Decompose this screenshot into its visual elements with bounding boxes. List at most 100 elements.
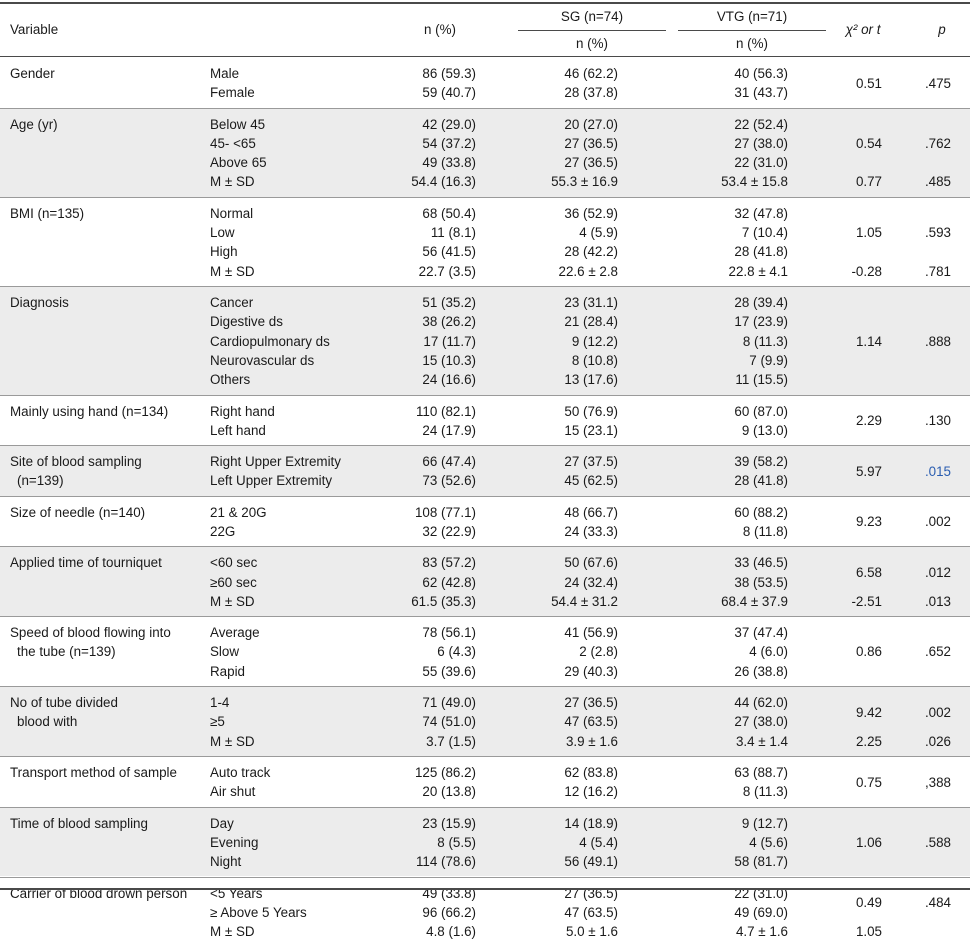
- chi-value: 0.51: [820, 74, 882, 93]
- table-header: Variable n (%) SG (n=74) VTG (n=71) n (%…: [0, 0, 970, 55]
- variable-cell-line: the tube (n=139): [10, 642, 200, 661]
- sg-cell-line: 56 (49.1): [520, 852, 618, 871]
- vtg-cell-line: 9 (13.0): [680, 421, 788, 440]
- n-pct-cell: 110 (82.1)24 (17.9): [380, 402, 476, 441]
- sg-cell-line: 41 (56.9): [520, 623, 618, 642]
- sg-cell-line: 3.9 ± 1.6: [520, 732, 618, 751]
- n-pct-cell-line: 55 (39.6): [380, 662, 476, 681]
- sg-cell-line: 27 (36.5): [520, 693, 618, 712]
- n-pct-cell-line: 74 (51.0): [380, 712, 476, 731]
- p-value: .588: [900, 833, 951, 852]
- vtg-cell: 32 (47.8)7 (10.4)28 (41.8)22.8 ± 4.1: [680, 204, 788, 281]
- sg-cell-line: 46 (62.2): [520, 64, 618, 83]
- category-cell-line: M ± SD: [210, 262, 390, 281]
- variable-cell: Site of blood sampling(n=139): [10, 452, 200, 491]
- n-pct-cell-line: 24 (17.9): [380, 421, 476, 440]
- n-pct-cell-line: 11 (8.1): [380, 223, 476, 242]
- n-pct-cell-line: 17 (11.7): [380, 332, 476, 351]
- sg-cell-line: 8 (10.8): [520, 351, 618, 370]
- n-pct-cell: 51 (35.2)38 (26.2)17 (11.7)15 (10.3)24 (…: [380, 293, 476, 389]
- vtg-cell: 60 (87.0)9 (13.0): [680, 402, 788, 441]
- vtg-cell-line: 68.4 ± 37.9: [680, 592, 788, 611]
- p-value: .781: [900, 262, 951, 281]
- n-pct-cell-line: 23 (15.9): [380, 814, 476, 833]
- p-value: .013: [900, 592, 951, 611]
- p-value: .485: [900, 172, 951, 191]
- vtg-cell-line: 33 (46.5): [680, 553, 788, 572]
- vtg-cell-line: 40 (56.3): [680, 64, 788, 83]
- header-n-pct: n (%): [390, 20, 490, 39]
- n-pct-cell-line: 59 (40.7): [380, 83, 476, 102]
- header-sg-sub: n (%): [518, 34, 666, 53]
- category-cell-line: Below 45: [210, 115, 390, 134]
- sg-underline: [518, 30, 666, 31]
- p-value: .762: [900, 134, 951, 153]
- sg-cell: 27 (36.5)47 (63.5)3.9 ± 1.6: [520, 693, 618, 751]
- variable-cell-line: BMI (n=135): [10, 204, 200, 223]
- vtg-cell-line: 22 (52.4): [680, 115, 788, 134]
- variable-cell: BMI (n=135): [10, 204, 200, 223]
- category-cell-line: Air shut: [210, 782, 390, 801]
- sg-cell-line: 27 (36.5): [520, 134, 618, 153]
- n-pct-cell-line: 38 (26.2): [380, 312, 476, 331]
- variable-cell-line: Speed of blood flowing into: [10, 623, 200, 642]
- sg-cell-line: 47 (63.5): [520, 903, 618, 922]
- n-pct-cell-line: 83 (57.2): [380, 553, 476, 572]
- sg-cell-line: 12 (16.2): [520, 782, 618, 801]
- p-value: .484: [900, 893, 951, 912]
- vtg-cell-line: 32 (47.8): [680, 204, 788, 223]
- bottom-rule: [0, 888, 970, 890]
- n-pct-cell-line: 71 (49.0): [380, 693, 476, 712]
- header-vtg: VTG (n=71): [678, 7, 826, 26]
- category-cell-line: ≥60 sec: [210, 573, 390, 592]
- variable-cell: Applied time of tourniquet: [10, 553, 200, 572]
- variable-cell-line: Site of blood sampling: [10, 452, 200, 471]
- header-rule: [0, 56, 970, 57]
- n-pct-cell-line: 32 (22.9): [380, 522, 476, 541]
- variable-cell-line: (n=139): [10, 471, 200, 490]
- sg-cell-line: 2 (2.8): [520, 642, 618, 661]
- chi-value: -0.28: [820, 262, 882, 281]
- vtg-cell-line: 4.7 ± 1.6: [680, 922, 788, 941]
- category-cell-line: Slow: [210, 642, 390, 661]
- sg-cell: 41 (56.9)2 (2.8)29 (40.3): [520, 623, 618, 681]
- variable-cell: Age (yr): [10, 115, 200, 134]
- sg-cell-line: 48 (66.7): [520, 503, 618, 522]
- vtg-cell: 22 (52.4)27 (38.0)22 (31.0)53.4 ± 15.8: [680, 115, 788, 192]
- sg-cell-line: 4 (5.4): [520, 833, 618, 852]
- n-pct-cell-line: 62 (42.8): [380, 573, 476, 592]
- p-value: .130: [900, 411, 951, 430]
- n-pct-cell: 78 (56.1)6 (4.3)55 (39.6): [380, 623, 476, 681]
- p-value: .475: [900, 74, 951, 93]
- n-pct-cell-line: 42 (29.0): [380, 115, 476, 134]
- sg-cell: 36 (52.9)4 (5.9)28 (42.2)22.6 ± 2.8: [520, 204, 618, 281]
- n-pct-cell: 66 (47.4)73 (52.6): [380, 452, 476, 491]
- n-pct-cell-line: 73 (52.6): [380, 471, 476, 490]
- category-cell-line: Night: [210, 852, 390, 871]
- vtg-cell-line: 49 (69.0): [680, 903, 788, 922]
- sg-cell: 14 (18.9)4 (5.4)56 (49.1): [520, 814, 618, 872]
- variable-cell-line: Applied time of tourniquet: [10, 553, 200, 572]
- chi-value: 9.23: [820, 512, 882, 531]
- vtg-cell: 39 (58.2)28 (41.8): [680, 452, 788, 491]
- variable-cell-line: Carrier of blood drown person: [10, 884, 200, 903]
- category-cell-line: ≥5: [210, 712, 390, 731]
- n-pct-cell-line: 49 (33.8): [380, 153, 476, 172]
- p-value: ,388: [900, 773, 951, 792]
- category-cell-line: Right hand: [210, 402, 390, 421]
- n-pct-cell-line: 68 (50.4): [380, 204, 476, 223]
- sg-cell: 20 (27.0)27 (36.5)27 (36.5)55.3 ± 16.9: [520, 115, 618, 192]
- chi-value: 6.58: [820, 563, 882, 582]
- category-cell-line: Rapid: [210, 662, 390, 681]
- category-cell-line: Average: [210, 623, 390, 642]
- category-cell-line: Above 65: [210, 153, 390, 172]
- vtg-cell-line: 22 (31.0): [680, 153, 788, 172]
- category-cell-line: Left hand: [210, 421, 390, 440]
- sg-cell-line: 50 (67.6): [520, 553, 618, 572]
- vtg-cell-line: 7 (9.9): [680, 351, 788, 370]
